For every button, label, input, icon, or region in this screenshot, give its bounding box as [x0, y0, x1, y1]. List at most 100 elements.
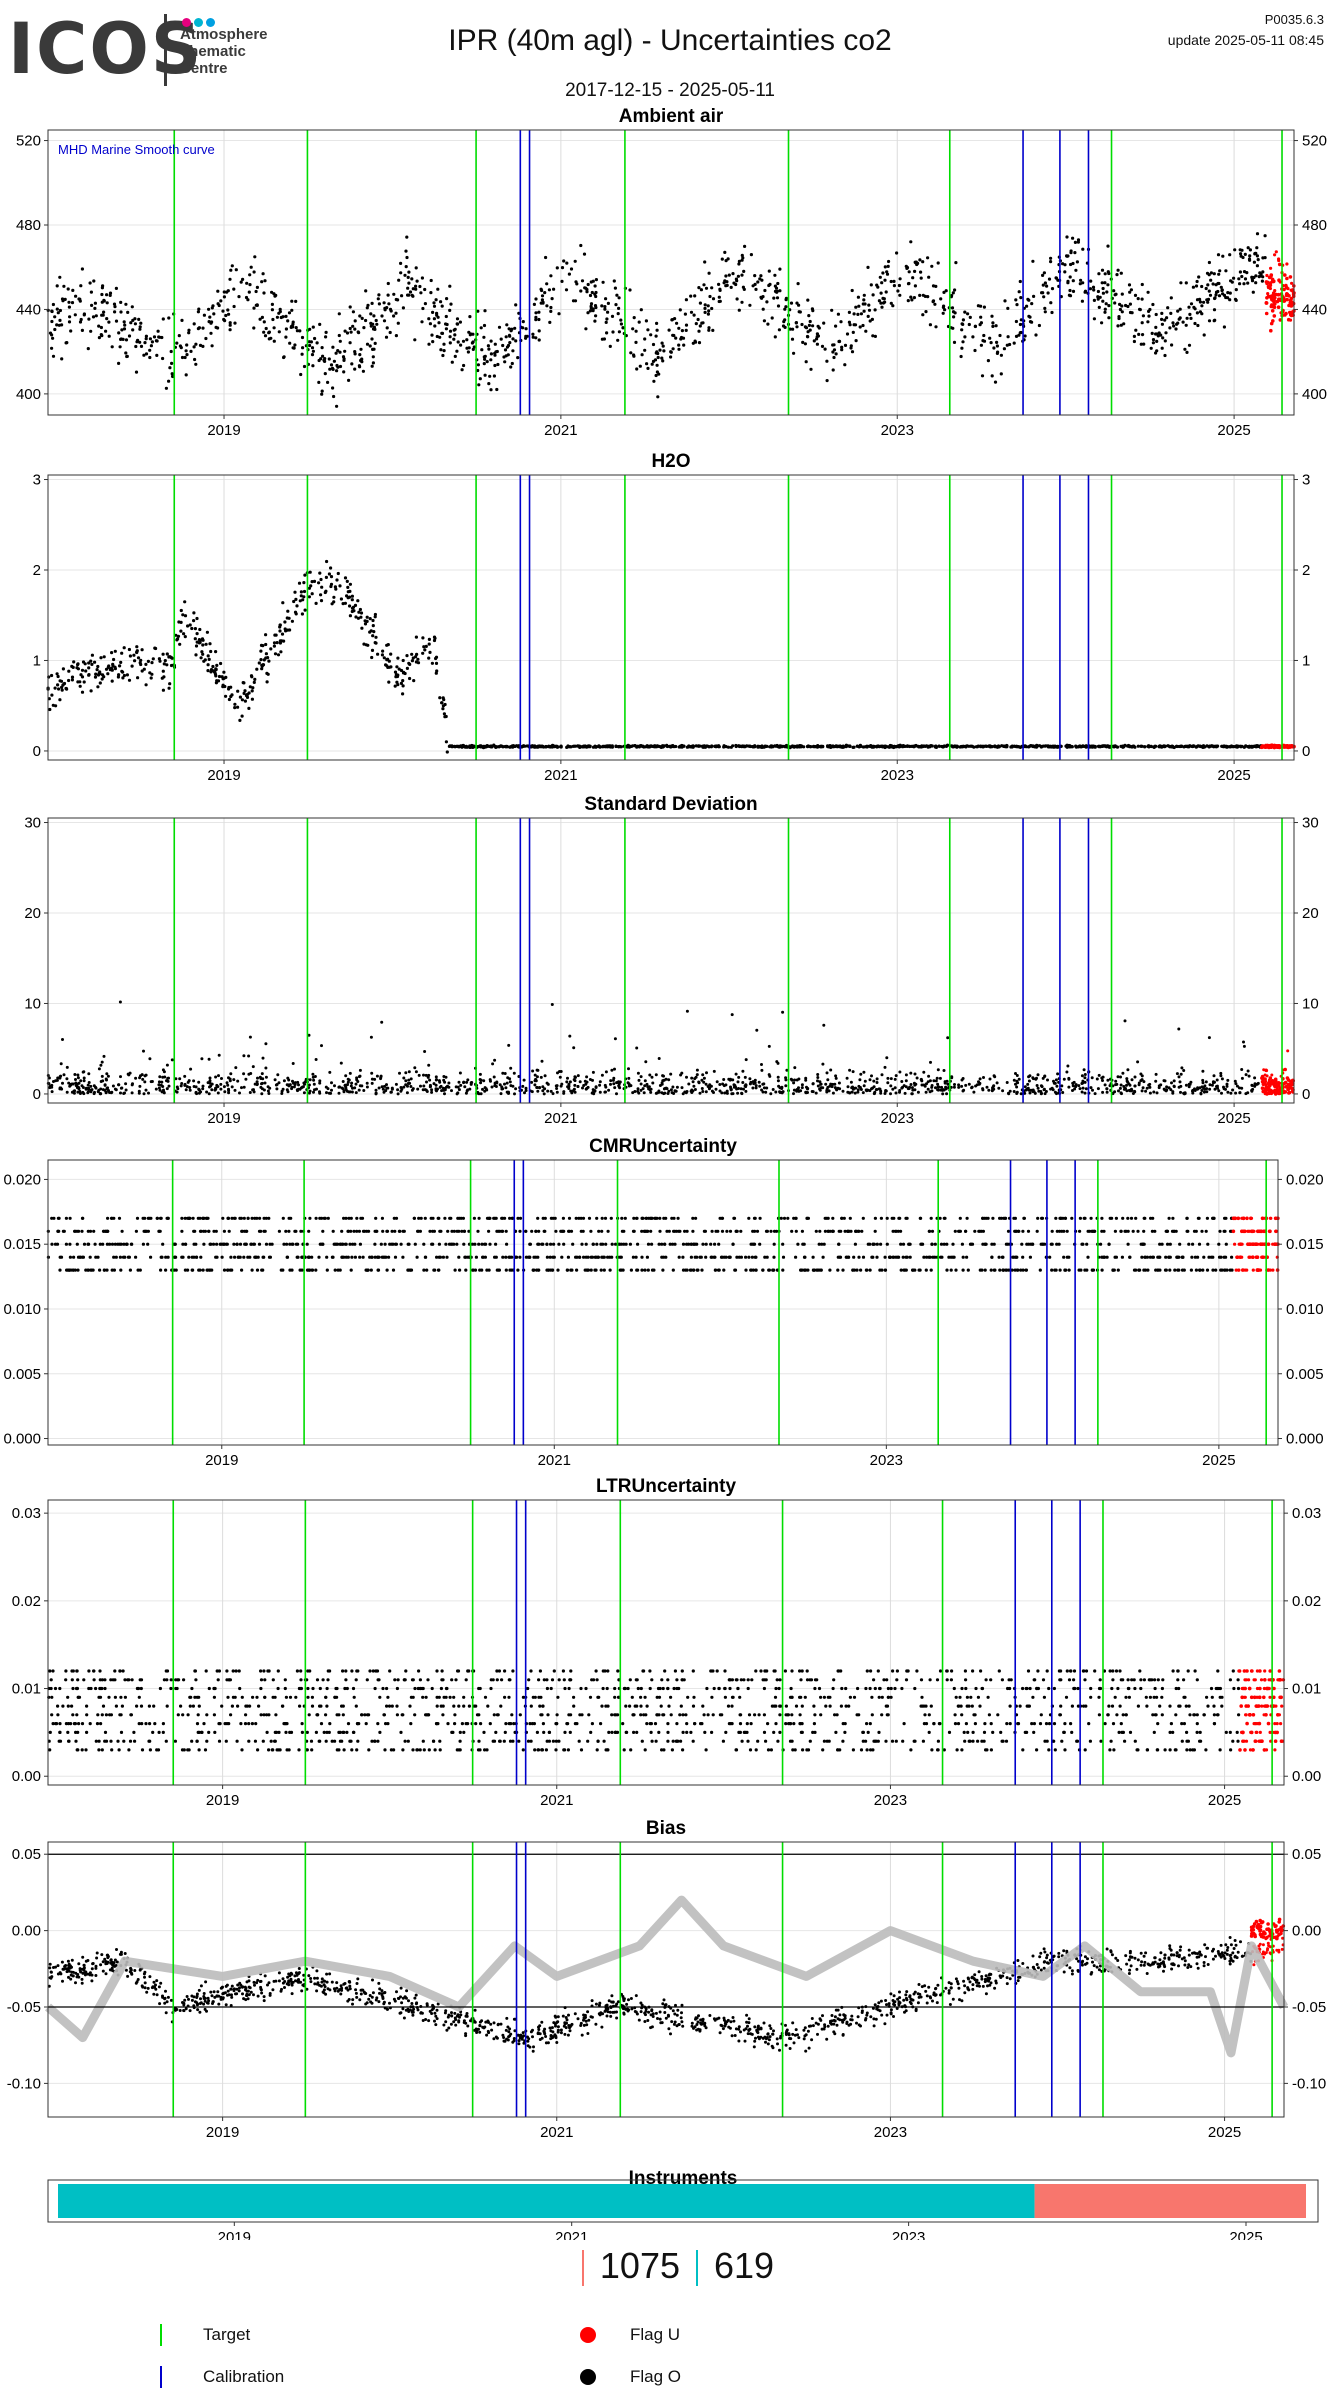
flag-o-point: [272, 339, 276, 343]
flag-o-point: [655, 328, 659, 332]
flag-o-point: [285, 1088, 289, 1092]
flag-o-point: [697, 341, 702, 345]
flag-o-point: [468, 745, 472, 750]
flag-o-point: [1114, 1079, 1118, 1083]
flag-u-point: [1261, 744, 1265, 748]
flag-o-point: [849, 1080, 853, 1084]
flag-o-point: [1147, 314, 1151, 318]
flag-o-point: [242, 1072, 246, 1076]
flag-o-point: [356, 1080, 360, 1083]
flag-o-point: [960, 1084, 964, 1088]
flag-o-point: [229, 685, 233, 689]
y-tick-label-right: 1: [1302, 652, 1310, 669]
flag-o-point: [257, 661, 261, 665]
flag-o-point: [943, 1081, 947, 1085]
flag-o-point: [233, 321, 237, 325]
flag-o-point: [1128, 290, 1132, 294]
flag-o-point: [81, 660, 86, 664]
flag-o-point: [1043, 310, 1047, 314]
flag-o-point: [545, 304, 549, 308]
flag-o-point: [1136, 1060, 1140, 1064]
flag-o-point: [363, 622, 368, 626]
flag-o-point: [457, 1080, 461, 1084]
flag-o-point: [737, 259, 742, 263]
flag-o-point: [247, 290, 251, 294]
y-tick-label-right: 0: [1302, 743, 1310, 760]
flag-o-point: [201, 326, 205, 330]
flag-o-point: [980, 374, 985, 378]
flag-o-point: [992, 1074, 996, 1078]
flag-o-point: [539, 287, 543, 291]
flag-o-point: [328, 367, 332, 371]
flag-o-point: [845, 332, 850, 336]
flag-o-point: [973, 324, 978, 328]
plot-frame: [47, 817, 1295, 1104]
flag-o-point: [926, 1087, 930, 1091]
flag-o-point: [818, 1088, 822, 1092]
flag-o-point: [708, 1086, 712, 1090]
flag-o-point: [238, 718, 242, 723]
flag-o-point: [534, 745, 538, 749]
data-points: [46, 559, 1296, 754]
flag-o-point: [146, 659, 150, 664]
flag-o-point: [649, 333, 653, 337]
flag-o-point: [538, 744, 542, 748]
flag-o-point: [396, 656, 400, 660]
flag-o-point: [55, 307, 59, 311]
flag-o-point: [1061, 1091, 1065, 1094]
flag-o-point: [961, 340, 965, 344]
flag-o-point: [679, 744, 683, 748]
flag-o-point: [1149, 744, 1153, 749]
flag-o-point: [184, 373, 188, 377]
flag-o-point: [640, 353, 644, 357]
flag-o-point: [743, 1075, 747, 1079]
flag-o-point: [269, 647, 273, 651]
flag-o-point: [1119, 1075, 1122, 1079]
flag-o-point: [87, 317, 91, 321]
flag-u-point: [1287, 294, 1291, 298]
flag-o-point: [1027, 298, 1031, 302]
flag-o-point: [734, 743, 738, 748]
flag-o-point: [290, 299, 294, 303]
flag-o-point: [816, 1076, 820, 1079]
flag-o-point: [893, 1077, 897, 1081]
flag-o-point: [513, 326, 517, 330]
flag-o-point: [189, 349, 193, 353]
flag-o-point: [736, 1080, 740, 1084]
flag-o-point: [261, 272, 265, 276]
flag-o-point: [178, 1077, 182, 1081]
flag-o-point: [963, 310, 967, 314]
flag-o-point: [254, 289, 258, 294]
flag-o-point: [408, 676, 412, 681]
flag-o-point: [134, 370, 139, 374]
flag-o-point: [616, 312, 620, 316]
flag-o-point: [1256, 258, 1260, 262]
flag-o-point: [582, 252, 587, 256]
flag-o-point: [404, 249, 408, 253]
flag-o-point: [811, 1090, 815, 1094]
flag-o-point: [952, 315, 956, 319]
flag-o-point: [1095, 1077, 1099, 1081]
flag-o-point: [566, 1076, 569, 1080]
flag-o-point: [61, 1038, 64, 1041]
flag-o-point: [741, 256, 745, 260]
flag-o-point: [117, 331, 121, 335]
flag-o-point: [1177, 1075, 1181, 1079]
flag-o-point: [430, 1090, 434, 1094]
flag-o-point: [434, 661, 439, 666]
flag-o-point: [964, 1083, 968, 1087]
flag-o-point: [444, 314, 448, 319]
flag-o-point: [511, 337, 515, 341]
flag-o-point: [837, 339, 842, 344]
flag-o-point: [806, 298, 810, 302]
flag-o-point: [1198, 300, 1202, 304]
flag-o-point: [856, 1088, 860, 1092]
flag-o-point: [154, 339, 158, 343]
flag-o-point: [759, 274, 763, 278]
flag-o-point: [753, 274, 757, 278]
flag-o-point: [894, 745, 899, 749]
flag-o-point: [465, 338, 469, 342]
flag-o-point: [458, 1071, 462, 1075]
flag-o-point: [867, 303, 871, 307]
flag-o-point: [467, 330, 471, 334]
